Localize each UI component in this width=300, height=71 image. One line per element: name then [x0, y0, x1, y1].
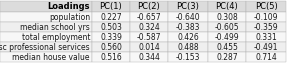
- Bar: [130, 32, 168, 42]
- Text: population: population: [49, 12, 90, 22]
- Text: 0.714: 0.714: [255, 52, 277, 61]
- Bar: [208, 52, 246, 62]
- Bar: [246, 52, 286, 62]
- Bar: [0, 52, 92, 62]
- Bar: [246, 22, 286, 32]
- Bar: [0, 42, 92, 52]
- Text: 0.503: 0.503: [100, 23, 122, 32]
- Text: PC(5): PC(5): [255, 2, 278, 11]
- Text: 0.516: 0.516: [100, 52, 122, 61]
- Bar: [168, 42, 208, 52]
- Text: 0.324: 0.324: [138, 23, 160, 32]
- Bar: [130, 42, 168, 52]
- Text: -0.587: -0.587: [137, 33, 161, 42]
- Bar: [246, 1, 286, 12]
- Bar: [130, 22, 168, 32]
- Text: median school yrs: median school yrs: [20, 23, 90, 32]
- Bar: [92, 52, 130, 62]
- Text: 0.560: 0.560: [100, 43, 122, 51]
- Bar: [208, 12, 246, 22]
- Bar: [246, 42, 286, 52]
- Text: 0.455: 0.455: [216, 43, 238, 51]
- Bar: [92, 22, 130, 32]
- Bar: [130, 1, 168, 12]
- Bar: [92, 42, 130, 52]
- Bar: [246, 12, 286, 22]
- Text: -0.359: -0.359: [254, 23, 278, 32]
- Bar: [0, 32, 92, 42]
- Bar: [168, 1, 208, 12]
- Text: 0.308: 0.308: [216, 12, 238, 22]
- Text: 0.344: 0.344: [138, 52, 160, 61]
- Text: PC(1): PC(1): [100, 2, 122, 11]
- Bar: [92, 12, 130, 22]
- Bar: [0, 22, 92, 32]
- Bar: [168, 12, 208, 22]
- Bar: [0, 1, 92, 12]
- Bar: [208, 22, 246, 32]
- Text: 0.426: 0.426: [177, 33, 199, 42]
- Text: -0.109: -0.109: [254, 12, 278, 22]
- Text: PC(3): PC(3): [177, 2, 200, 11]
- Text: -0.383: -0.383: [176, 23, 200, 32]
- Text: PC(2): PC(2): [138, 2, 161, 11]
- Bar: [92, 32, 130, 42]
- Text: PC(4): PC(4): [216, 2, 238, 11]
- Text: 0.339: 0.339: [100, 33, 122, 42]
- Text: total employment: total employment: [22, 33, 90, 42]
- Text: -0.640: -0.640: [176, 12, 200, 22]
- Bar: [246, 32, 286, 42]
- Text: -0.153: -0.153: [176, 52, 200, 61]
- Text: -0.491: -0.491: [254, 43, 278, 51]
- Text: 0.014: 0.014: [138, 43, 160, 51]
- Text: median house value: median house value: [13, 52, 90, 61]
- Text: misc professional services: misc professional services: [0, 43, 90, 51]
- Text: 0.488: 0.488: [177, 43, 199, 51]
- Bar: [168, 22, 208, 32]
- Text: Loadings: Loadings: [47, 2, 90, 11]
- Bar: [168, 52, 208, 62]
- Bar: [92, 1, 130, 12]
- Bar: [130, 52, 168, 62]
- Text: 0.287: 0.287: [216, 52, 238, 61]
- Bar: [130, 12, 168, 22]
- Text: -0.499: -0.499: [215, 33, 239, 42]
- Text: 0.331: 0.331: [255, 33, 277, 42]
- Bar: [0, 12, 92, 22]
- Bar: [208, 42, 246, 52]
- Text: 0.227: 0.227: [100, 12, 122, 22]
- Text: -0.605: -0.605: [215, 23, 239, 32]
- Text: -0.657: -0.657: [137, 12, 161, 22]
- Bar: [208, 1, 246, 12]
- Bar: [168, 32, 208, 42]
- Bar: [208, 32, 246, 42]
